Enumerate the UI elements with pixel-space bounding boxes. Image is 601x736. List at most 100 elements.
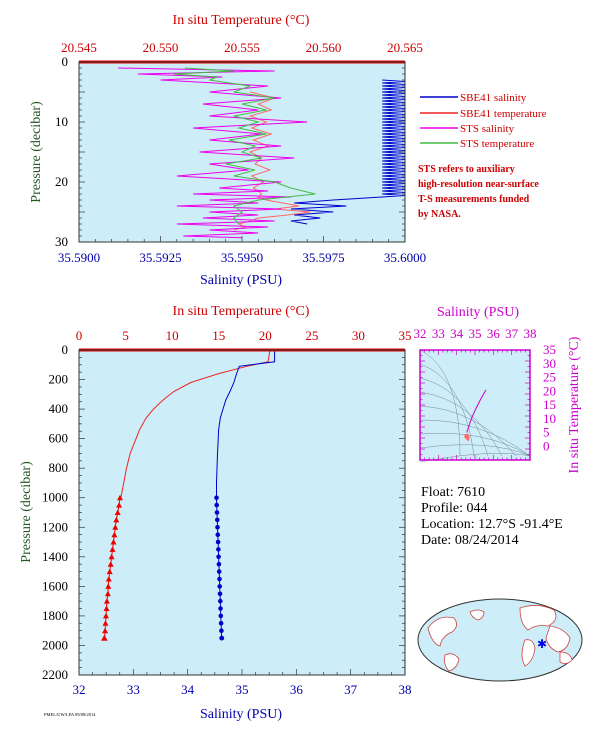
bottom-pressure-tick-label: 1400	[42, 549, 68, 564]
temperature-marker	[108, 553, 115, 560]
bottom-temperature-tick-label: 30	[352, 328, 365, 343]
ts-series-line-1	[466, 389, 487, 433]
bottom-salinity-axis-title: Salinity (PSU)	[200, 707, 282, 722]
salinity-marker	[215, 517, 220, 523]
legend-label-sbe41-salinity: SBE41 salinity	[460, 92, 527, 104]
bottom-salinity-tick-label: 37	[344, 682, 358, 697]
top-pressure-tick-label: 0	[62, 54, 69, 69]
temperature-marker	[110, 539, 117, 545]
sts-note-line-1: STS refers to auxiliary	[418, 164, 515, 175]
temperature-marker	[112, 524, 119, 530]
temperature-marker	[101, 635, 108, 641]
ts-temperature-tick-label: 5	[543, 425, 550, 440]
ts-salinity-tick-label: 37	[505, 326, 519, 341]
ts-temperature-tick-label: 10	[543, 411, 556, 426]
top-salinity-axis-title: Salinity (PSU)	[200, 273, 282, 288]
isopycnal-line	[419, 405, 517, 457]
temperature-marker	[103, 605, 110, 611]
salinity-marker	[216, 569, 222, 574]
bottom-pressure-tick-label: 2200	[42, 667, 68, 682]
top-series-line-4	[173, 67, 316, 225]
isopycnal-line	[419, 432, 531, 457]
legend-label-sts-temperature: STS temperature	[460, 138, 534, 150]
location: Location: 12.7°S -91.4°E	[421, 517, 563, 532]
temperature-marker	[105, 583, 112, 589]
float-info: Float: 7610 Profile: 044 Location: 12.7°…	[421, 485, 563, 548]
top-temperature-tick-label: 20.545	[61, 40, 97, 55]
salinity-marker	[215, 525, 220, 530]
bottom-salinity-tick-label: 35	[236, 682, 249, 697]
bottom-pressure-tick-label: 400	[49, 401, 69, 416]
bottom-pressure-tick-label: 1800	[42, 608, 68, 623]
salinity-marker	[219, 635, 225, 641]
bottom-pressure-tick-label: 800	[49, 460, 69, 475]
top-pressure-tick-label: 20	[55, 174, 68, 189]
float-location-marker-icon: ✱	[537, 637, 547, 651]
ts-temperature-tick-label: 25	[543, 370, 556, 385]
bottom-plot-area	[79, 350, 405, 675]
ts-temperature-tick-label: 15	[543, 397, 556, 412]
ts-salinity-tick-label: 32	[414, 326, 427, 341]
bottom-pressure-tick-label: 1200	[42, 519, 68, 534]
temperature-marker	[103, 612, 109, 619]
salinity-marker	[214, 495, 219, 501]
salinity-marker	[218, 621, 224, 626]
isopycnal-line	[419, 391, 503, 457]
ts-temperature-tick-label: 30	[543, 356, 556, 371]
ts-temperature-tick-label: 35	[543, 342, 556, 357]
ts-temperature-tick-label: 20	[543, 383, 556, 398]
salinity-marker	[219, 628, 224, 633]
salinity-marker	[217, 591, 223, 597]
salinity-marker	[217, 584, 222, 589]
top-temperature-axis-title: In situ Temperature (°C)	[173, 13, 310, 28]
top-pressure-tick-label: 10	[55, 114, 68, 129]
temperature-marker	[107, 561, 114, 567]
ts-salinity-tick-label: 34	[450, 326, 464, 341]
ts-plot-area	[420, 350, 530, 460]
top-pressure-axis-title: Pressure (decibar)	[29, 101, 44, 203]
temperature-marker	[109, 546, 116, 552]
ts-series-line-2	[464, 433, 470, 442]
top-salinity-tick-label: 35.5925	[139, 250, 181, 265]
salinity-marker	[214, 510, 220, 515]
legend: SBE41 salinity SBE41 temperature STS sal…	[418, 92, 547, 220]
salinity-marker	[217, 576, 222, 582]
top-salinity-tick-label: 35.5950	[221, 250, 263, 265]
bottom-temperature-tick-label: 5	[122, 328, 129, 343]
bottom-temperature-tick-label: 25	[305, 328, 318, 343]
bottom-pressure-axis-title: Pressure (decibar)	[19, 461, 34, 563]
salinity-marker	[218, 606, 223, 611]
bottom-temperature-tick-label: 15	[212, 328, 225, 343]
top-temperature-tick-label: 20.555	[224, 40, 260, 55]
temperature-marker	[103, 598, 110, 604]
isopycnal-line	[419, 419, 531, 457]
sts-note-line-3: T-S measurements funded	[418, 194, 530, 205]
date: Date: 08/24/2014	[421, 533, 519, 548]
top-temperature-tick-label: 20.550	[143, 40, 179, 55]
temperature-marker	[102, 627, 109, 634]
salinity-marker	[216, 554, 221, 560]
isopycnal-line	[419, 363, 475, 457]
temperature-marker	[117, 494, 123, 501]
ts-salinity-tick-label: 35	[469, 326, 482, 341]
temperature-marker	[111, 531, 118, 538]
ts-temperature-tick-label: 0	[543, 438, 550, 453]
temperature-marker	[104, 590, 111, 597]
temperature-marker	[102, 620, 109, 626]
salinity-marker	[216, 561, 222, 567]
salinity-marker	[214, 502, 219, 508]
top-salinity-tick-label: 35.5900	[58, 250, 100, 265]
bottom-temperature-axis-title: In situ Temperature (°C)	[173, 304, 310, 319]
bottom-panel: 0 5 10 15 20 25 30 35 32 33 34 35 36 37 38 0 200 400 600 80…	[19, 304, 412, 722]
salinity-marker	[218, 613, 224, 619]
ts-salinity-tick-label: 36	[487, 326, 501, 341]
bottom-temperature-tick-label: 0	[76, 328, 83, 343]
bottom-temperature-tick-label: 35	[399, 328, 412, 343]
world-map: ✱	[417, 598, 583, 682]
bottom-pressure-tick-label: 200	[49, 372, 69, 387]
bottom-series-line-2	[216, 350, 276, 498]
salinity-marker	[215, 532, 221, 537]
bottom-pressure-tick-label: 600	[49, 431, 69, 446]
